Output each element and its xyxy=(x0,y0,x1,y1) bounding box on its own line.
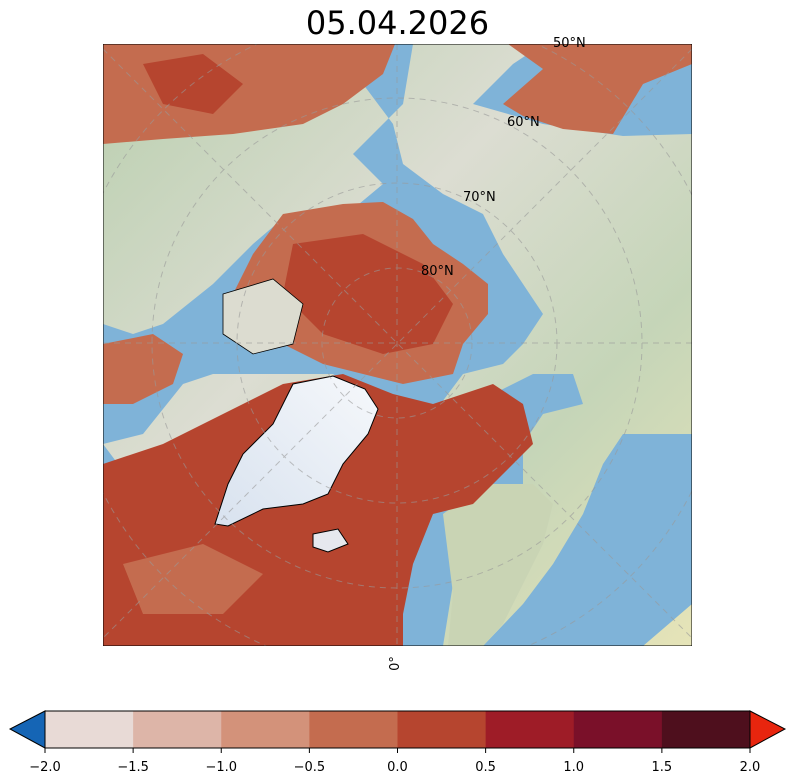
colorbar-tick-label: −2.0 xyxy=(29,760,61,775)
lat-label-80n: 80°N xyxy=(421,264,454,279)
map-title: 05.04.2026 xyxy=(305,4,490,42)
colorbar-bin xyxy=(309,711,398,748)
colorbar-tick-label: −0.5 xyxy=(293,760,326,775)
anomaly-region xyxy=(503,44,692,134)
iceland xyxy=(312,528,349,553)
colorbar-tick-label: 0.5 xyxy=(475,760,496,775)
colorbar-bin xyxy=(661,711,751,748)
colorbar-under-extension xyxy=(8,710,46,749)
lat-label-60n: 60°N xyxy=(507,115,540,130)
land-scandinavia xyxy=(443,484,553,646)
colorbar-bin xyxy=(573,711,663,748)
colorbar-tick-label: 1.5 xyxy=(651,760,673,775)
lat-label-70n: 70°N xyxy=(463,190,496,205)
land-archipelago xyxy=(222,278,304,355)
colorbar xyxy=(8,710,787,753)
lon-label-0: 0° xyxy=(387,656,403,671)
anomaly-region xyxy=(123,544,263,614)
colorbar-over-extension xyxy=(749,710,787,749)
lat-label-50n: 50°N xyxy=(553,36,586,51)
ocean xyxy=(483,434,692,646)
colorbar-tick-label: 1.0 xyxy=(563,760,585,775)
polar-map xyxy=(103,44,692,646)
colorbar-bin xyxy=(133,711,222,748)
anomaly-region xyxy=(283,234,453,354)
colorbar-tick-label: −1.0 xyxy=(205,760,238,775)
greenland-ice xyxy=(214,375,379,527)
colorbar-bin xyxy=(221,711,310,748)
colorbar-tick-label: −1.5 xyxy=(117,760,149,775)
colorbar-bin xyxy=(397,711,487,748)
anomaly-region xyxy=(103,334,183,404)
colorbar-bin xyxy=(485,711,575,748)
colorbar-bin xyxy=(45,711,134,748)
graticule xyxy=(103,44,692,646)
colorbar-tick-label: 0.0 xyxy=(387,760,408,775)
colorbar-tick-label: 2.0 xyxy=(739,760,761,775)
